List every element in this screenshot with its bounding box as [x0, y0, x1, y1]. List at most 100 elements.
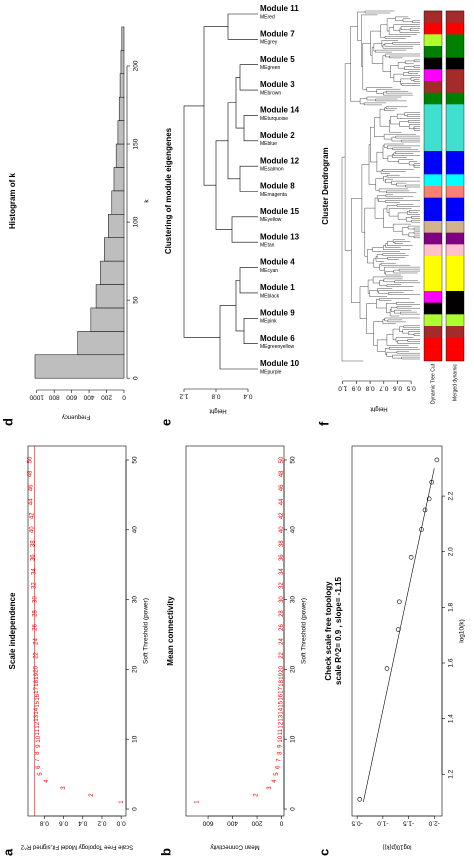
- color-band: [424, 139, 442, 151]
- bar: [100, 260, 125, 285]
- color-band: [446, 337, 464, 350]
- point-label: 4: [272, 779, 278, 783]
- eigengene-label: MEblack: [260, 293, 280, 299]
- module-label: Module 6: [260, 334, 295, 343]
- color-band: [424, 220, 442, 233]
- point-label: 12: [278, 721, 284, 728]
- color-band: [446, 349, 464, 361]
- color-band: [446, 115, 464, 128]
- y-tick-label: 0: [279, 819, 283, 826]
- bar: [113, 167, 125, 192]
- color-band: [424, 150, 442, 163]
- y-tick-label: 800: [48, 393, 59, 400]
- point: [422, 507, 428, 513]
- y-tick-label: 1.0: [338, 384, 347, 391]
- color-band: [446, 232, 464, 245]
- eigengene-label: MEred: [260, 14, 275, 20]
- point-label: 30: [279, 596, 285, 603]
- color-band: [446, 10, 464, 23]
- point-label: 2: [253, 793, 259, 797]
- point-label: 8: [35, 751, 41, 755]
- point-label: 46: [279, 484, 285, 491]
- point-label: 38: [30, 540, 36, 547]
- color-band: [446, 139, 464, 151]
- x-tick-label: 0: [133, 376, 140, 380]
- point-label: 4: [44, 779, 50, 783]
- y-tick-label: 0.8: [39, 819, 48, 826]
- x-tick-label: 10: [132, 735, 139, 743]
- y-tick-label: 600: [66, 393, 77, 400]
- color-band: [424, 279, 442, 291]
- point-label: 44: [279, 498, 285, 505]
- point-label: 1: [195, 800, 201, 804]
- dendrogram-branch: [183, 105, 220, 338]
- x-tick-label: 30: [290, 596, 297, 604]
- color-band: [424, 162, 442, 175]
- color-band: [446, 220, 464, 233]
- y-tick-label: 0.8: [211, 392, 220, 399]
- x-axis-label: Soft Threshold (power): [143, 598, 150, 664]
- color-band: [424, 349, 442, 361]
- color-band: [424, 127, 442, 140]
- color-band: [446, 174, 464, 186]
- color-band: [446, 290, 464, 303]
- x-tick-label: 50: [133, 296, 140, 304]
- color-band: [446, 209, 464, 221]
- point: [384, 666, 390, 671]
- point-label: 17: [279, 686, 285, 693]
- x-tick-label: 50: [132, 456, 139, 464]
- color-band: [424, 314, 442, 326]
- fit-line: [363, 468, 435, 803]
- color-band: [424, 255, 442, 268]
- point-label: 19: [279, 672, 285, 679]
- point-label: 11: [35, 728, 41, 735]
- bar: [120, 50, 125, 75]
- module-label: Module 9: [260, 308, 295, 317]
- chart-title: Clustering of module eigengenes: [164, 127, 173, 254]
- point: [419, 527, 424, 532]
- color-band: [424, 80, 442, 93]
- x-tick-label: 0: [290, 807, 297, 811]
- point-label: 16: [35, 693, 41, 700]
- color-band: [446, 104, 464, 116]
- x-axis-label: log10(k): [459, 619, 466, 642]
- y-tick-label: 1000: [29, 393, 44, 400]
- color-band: [446, 314, 464, 326]
- color-band: [424, 290, 442, 303]
- x-axis-label: k: [144, 199, 151, 203]
- point-label: 42: [29, 512, 35, 519]
- point-label: 10: [36, 735, 42, 742]
- y-tick-label: 0.0: [116, 819, 125, 826]
- point-label: 18: [279, 679, 285, 686]
- color-band: [446, 92, 464, 105]
- x-tick-label: 10: [290, 735, 297, 743]
- point-label: 32: [31, 582, 37, 589]
- chart-title: Histogram of k: [8, 172, 17, 229]
- color-band: [424, 22, 442, 35]
- point-label: 28: [279, 610, 285, 617]
- y-tick-label: 1.2: [179, 392, 188, 399]
- color-band: [446, 22, 464, 35]
- y-tick-label: -0.5: [351, 819, 363, 826]
- color-band: [424, 69, 442, 81]
- point-label: 13: [278, 714, 284, 721]
- y-axis-label: Frequency: [62, 413, 90, 419]
- y-tick-label: 0.5: [406, 384, 415, 391]
- panel-label: b: [158, 848, 173, 856]
- y-tick-label: -1.0: [377, 819, 389, 826]
- x-tick-label: 1.4: [448, 714, 455, 723]
- y-tick-label: 0.7: [379, 384, 388, 391]
- module-label: Module 13: [260, 232, 300, 241]
- point: [357, 797, 363, 802]
- module-label: Module 7: [260, 29, 295, 38]
- color-band: [446, 127, 464, 140]
- panel-label: e: [158, 419, 173, 426]
- point-label: 20: [33, 665, 39, 672]
- point-label: 15: [279, 700, 285, 707]
- x-tick-label: 50: [290, 456, 297, 464]
- point-label: 5: [274, 772, 280, 776]
- color-band: [446, 57, 464, 70]
- gene-dendrogram: [341, 10, 420, 362]
- point-label: 14: [34, 707, 40, 714]
